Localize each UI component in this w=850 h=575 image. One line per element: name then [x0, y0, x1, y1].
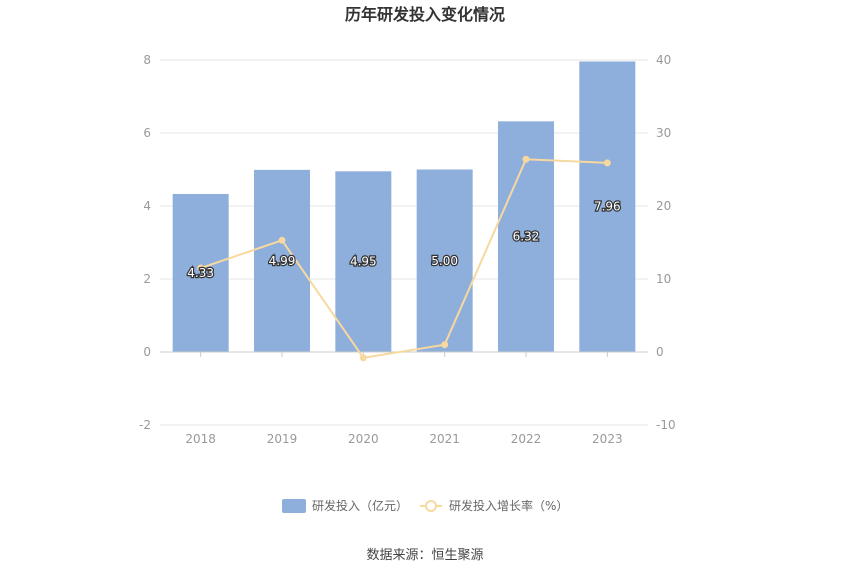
- legend-item-bar[interactable]: 研发投入（亿元）: [282, 498, 408, 513]
- line-point[interactable]: [603, 159, 611, 167]
- gridlines: [160, 59, 648, 426]
- bar-value-label: 4.99: [269, 254, 296, 268]
- left-tick-label: 6: [143, 126, 151, 140]
- left-tick-label: 8: [143, 53, 151, 67]
- x-tick-label: 2018: [185, 432, 216, 446]
- line-point[interactable]: [522, 155, 530, 163]
- x-tick-label: 2022: [511, 432, 542, 446]
- bar[interactable]: [579, 61, 636, 353]
- x-tick-label: 2023: [592, 432, 623, 446]
- right-axis-labels: -10 0 10 20 30 40: [656, 53, 676, 432]
- right-tick-label: -10: [656, 418, 676, 432]
- right-tick-label: 40: [656, 53, 671, 67]
- right-tick-label: 0: [656, 345, 664, 359]
- left-tick-label: 0: [143, 345, 151, 359]
- bar-value-label: 6.32: [513, 230, 540, 244]
- right-tick-label: 30: [656, 126, 671, 140]
- bar[interactable]: [416, 169, 473, 353]
- x-tick-label: 2020: [348, 432, 379, 446]
- chart-title: 历年研发投入变化情况: [345, 5, 505, 24]
- line-point[interactable]: [441, 341, 449, 349]
- legend-line-label: 研发投入增长率（%）: [449, 498, 568, 513]
- line-series: [197, 155, 611, 362]
- x-tick-label: 2021: [429, 432, 460, 446]
- legend-bar-label: 研发投入（亿元）: [312, 498, 408, 513]
- legend-item-line[interactable]: 研发投入增长率（%）: [420, 498, 568, 513]
- left-tick-label: 2: [143, 272, 151, 286]
- bar[interactable]: [254, 169, 310, 352]
- bar-value-label: 4.95: [350, 255, 377, 269]
- bar-value-labels: 4.33 4.99 4.95 5.00 6.32 7.96: [186, 199, 622, 282]
- right-tick-label: 10: [656, 272, 671, 286]
- bar-value-label: 5.00: [431, 254, 458, 268]
- bar-value-label: 4.33: [187, 266, 214, 280]
- left-axis-labels: -2 0 2 4 6 8: [139, 53, 151, 432]
- right-tick-label: 20: [656, 199, 671, 213]
- legend-line-marker: [425, 500, 437, 512]
- bar[interactable]: [335, 171, 392, 352]
- line-point[interactable]: [278, 236, 286, 244]
- growth-line: [200, 158, 608, 359]
- line-point[interactable]: [359, 354, 367, 362]
- left-tick-label: -2: [139, 418, 151, 432]
- x-tick-label: 2019: [267, 432, 298, 446]
- bar[interactable]: [172, 193, 229, 352]
- line-point[interactable]: [197, 264, 205, 272]
- bar-series: [172, 61, 636, 353]
- legend-bar-swatch: [282, 499, 306, 513]
- left-tick-label: 4: [143, 199, 151, 213]
- x-axis-labels: 2018 2019 2020 2021 2022 2023: [185, 352, 623, 446]
- legend: 研发投入（亿元） 研发投入增长率（%）: [282, 498, 568, 513]
- source-note: 数据来源：恒生聚源: [366, 548, 483, 563]
- bar-value-label: 7.96: [594, 200, 621, 214]
